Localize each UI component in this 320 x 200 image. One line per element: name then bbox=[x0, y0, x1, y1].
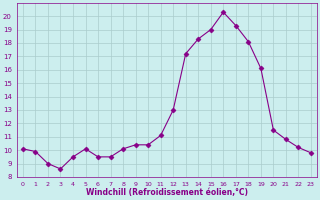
X-axis label: Windchill (Refroidissement éolien,°C): Windchill (Refroidissement éolien,°C) bbox=[86, 188, 248, 197]
